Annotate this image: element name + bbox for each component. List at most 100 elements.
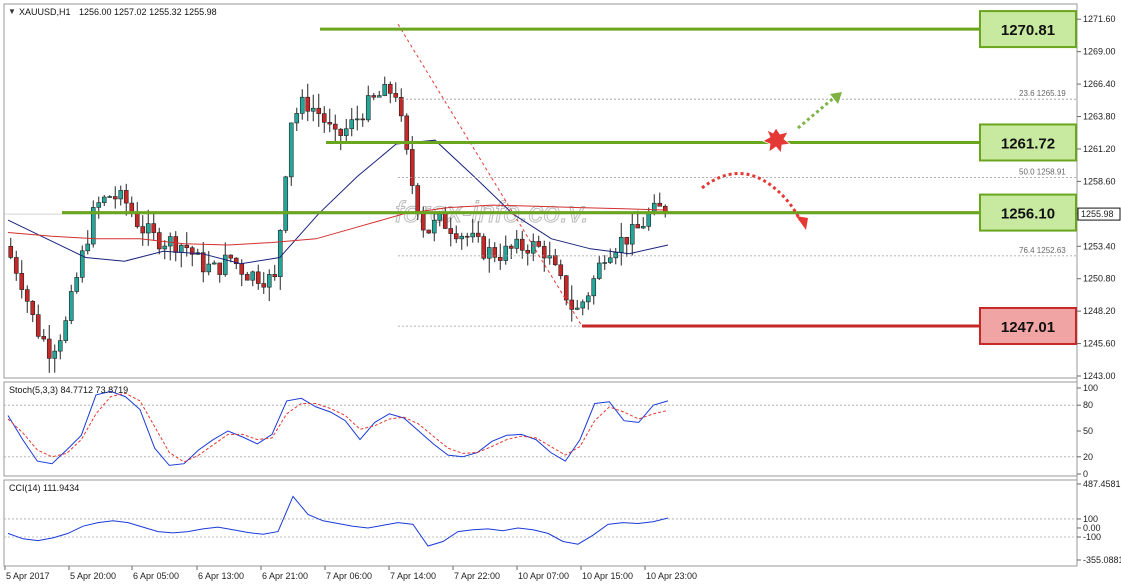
bullish-arrow: [797, 94, 837, 130]
bull-candle: [596, 262, 602, 279]
bullish-arrow-head-icon: [830, 92, 842, 104]
bear-candle: [415, 185, 421, 214]
bear-candle: [316, 107, 322, 114]
bull-candle: [431, 219, 437, 234]
bear-candle: [481, 236, 487, 259]
level-box: [979, 10, 1077, 49]
bull-candle: [343, 128, 349, 136]
level-label: 1261.72: [1001, 135, 1055, 152]
bull-candle: [602, 262, 608, 264]
bear-candle: [189, 247, 195, 255]
bear-candle: [508, 245, 514, 249]
bull-candle: [530, 241, 536, 254]
bull-candle: [514, 238, 520, 249]
bear-candle: [244, 274, 250, 281]
bull-candle: [107, 196, 113, 198]
bear-candle: [563, 275, 569, 301]
stoch-panel: [3, 381, 1078, 477]
bull-candle: [354, 118, 360, 121]
bear-candle: [497, 257, 503, 261]
bear-candle: [173, 236, 179, 253]
bear-candle: [426, 229, 432, 234]
cci-tick-label: 0.00: [1083, 523, 1101, 533]
bull-candle: [629, 224, 635, 245]
bull-candle: [580, 301, 586, 309]
bear-candle: [360, 118, 366, 121]
bull-candle: [640, 226, 646, 229]
bull-candle: [547, 255, 553, 259]
bear-candle: [525, 249, 531, 254]
cci-tick-label: -100: [1083, 532, 1101, 542]
price-tick-label: 1245.60: [1083, 339, 1116, 349]
fib-level-label: 23.6 1265.19: [1019, 89, 1066, 98]
bear-candle: [338, 128, 344, 136]
bull-candle: [74, 277, 80, 292]
time-tick-label: 6 Apr 05:00: [133, 571, 179, 581]
bull-candle: [349, 119, 355, 130]
price-tick-label: 1258.60: [1083, 176, 1116, 186]
bear-candle: [492, 247, 498, 258]
price-tick-label: 1261.20: [1083, 144, 1116, 154]
bear-candle: [448, 228, 454, 234]
bull-candle: [68, 291, 74, 321]
cci-tick-label: -355.0881: [1083, 555, 1121, 565]
bear-candle: [305, 96, 311, 112]
bull-candle: [618, 236, 624, 253]
bull-candle: [79, 250, 85, 278]
price-tick-label: 1253.40: [1083, 241, 1116, 251]
bear-candle: [420, 212, 426, 231]
bear-candle: [519, 238, 525, 251]
bull-candle: [607, 257, 613, 263]
ma-slow-line: [7, 204, 669, 246]
bull-candle: [574, 307, 580, 310]
bull-candle: [145, 223, 151, 234]
bear-candle: [8, 245, 14, 258]
price-tick-label: 1263.80: [1083, 112, 1116, 122]
ohlc-header: 1256.00 1257.02 1255.32 1255.98: [79, 7, 217, 17]
cci-tick-label: 487.4581: [1083, 479, 1121, 489]
bull-candle: [288, 122, 294, 178]
main-panel: [3, 3, 1078, 379]
bear-candle: [134, 212, 140, 227]
time-tick-label: 6 Apr 13:00: [198, 571, 244, 581]
stoch-signal-line: [7, 392, 669, 463]
bear-candle: [35, 314, 41, 337]
bull-candle: [459, 235, 465, 240]
price-tick-label: 1266.40: [1083, 79, 1116, 89]
price-tick-label: 1271.60: [1083, 14, 1116, 24]
bear-candle: [255, 271, 261, 284]
bear-candle: [151, 223, 157, 233]
cci-tick-label: 100: [1083, 514, 1098, 524]
bear-candle: [24, 289, 30, 302]
bull-candle: [382, 83, 388, 96]
bear-candle: [228, 254, 234, 259]
fib-level-label: 76.4 1252.63: [1019, 246, 1066, 255]
header-arrow-icon[interactable]: ▼: [8, 7, 16, 16]
bull-candle: [470, 232, 476, 238]
bull-candle: [277, 230, 283, 277]
bear-candle: [624, 236, 630, 245]
bull-candle: [283, 176, 289, 231]
bear-candle: [123, 190, 129, 204]
bull-candle: [178, 244, 184, 253]
price-tick-label: 1243.00: [1083, 371, 1116, 381]
stoch-tick-label: 80: [1083, 400, 1093, 410]
bull-candle: [211, 262, 217, 265]
fib-level-label: 50.0 1258.91: [1019, 168, 1066, 177]
bull-candle: [63, 320, 69, 341]
bear-candle: [261, 283, 267, 288]
price-tick-label: 1269.00: [1083, 47, 1116, 57]
bull-candle: [591, 278, 597, 297]
cci-line: [7, 495, 669, 547]
bear-candle: [332, 123, 338, 130]
breakout-burst-icon: [762, 127, 791, 154]
stoch-tick-label: 0: [1083, 469, 1088, 479]
bull-candle: [101, 196, 107, 203]
stoch-label: Stoch(5,3,3) 84.7712 73.8719: [9, 385, 128, 395]
bear-candle: [30, 300, 36, 315]
bull-candle: [310, 107, 316, 112]
bear-candle: [393, 93, 399, 98]
ma-fast-line: [7, 139, 669, 265]
bull-candle: [118, 190, 124, 200]
price-tick-label: 1250.80: [1083, 274, 1116, 284]
